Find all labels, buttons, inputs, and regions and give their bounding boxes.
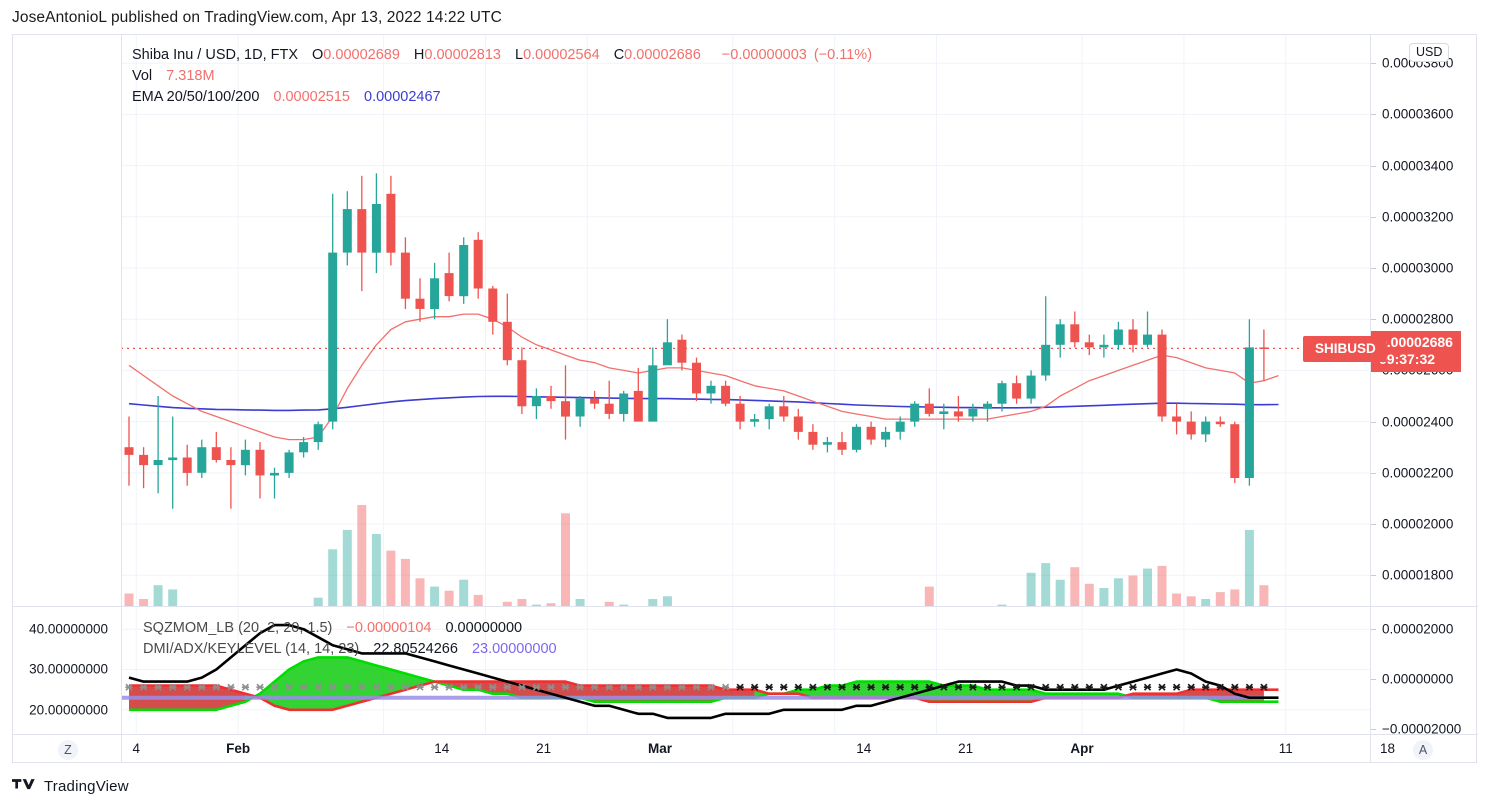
legend-row-symbol[interactable]: Shiba Inu / USD, 1D, FTX O 0.00002689 H … bbox=[132, 45, 872, 66]
left-scale-divider bbox=[121, 35, 122, 606]
price-candles-svg bbox=[121, 35, 1370, 606]
legend-ema-label: EMA 20/50/100/200 bbox=[132, 89, 260, 105]
price-axis-right[interactable]: 0.00003800 0.00003600 0.00003400 0.00003200… bbox=[1371, 35, 1478, 606]
price-axis-tick: 0.00003400 bbox=[1382, 158, 1454, 174]
legend-volume-value: 7.318M bbox=[166, 68, 215, 84]
bar-countdown: 09:37:32 bbox=[1379, 351, 1436, 368]
indicator-left-tick: 20.00000000 bbox=[29, 702, 108, 718]
price-axis-tickmark bbox=[1371, 421, 1376, 423]
legend-low-value: 0.00002564 bbox=[523, 47, 600, 63]
price-axis-tickmark bbox=[1371, 114, 1376, 116]
time-axis-label: 21 bbox=[958, 741, 974, 756]
indicator-right-tickmark bbox=[1371, 629, 1376, 630]
indicator-right-tick: −0.00002000 bbox=[1382, 721, 1462, 737]
price-axis-tickmark bbox=[1371, 268, 1376, 269]
indicator-right-tickmark bbox=[1371, 729, 1376, 730]
legend-close-label: C bbox=[613, 47, 625, 63]
time-axis-label: Feb bbox=[226, 741, 251, 756]
indicator-right-divider bbox=[1370, 607, 1371, 734]
indicator-right-tickmark bbox=[1371, 679, 1376, 680]
timezone-button[interactable]: Z bbox=[58, 740, 78, 760]
current-price-value: 0.00002686 bbox=[1379, 334, 1453, 351]
price-axis-tick: 0.00002000 bbox=[1382, 516, 1454, 532]
chart-frame: Shiba Inu / USD, 1D, FTX O 0.00002689 H … bbox=[12, 34, 1478, 763]
time-axis-label: 14 bbox=[434, 741, 450, 756]
legend-open-label: O bbox=[312, 47, 324, 63]
currency-badge[interactable]: USD bbox=[1409, 43, 1450, 62]
price-axis-tick: 0.00002200 bbox=[1382, 465, 1454, 481]
price-axis-tickmark bbox=[1371, 319, 1376, 321]
legend-ema-value-1: 0.00002515 bbox=[273, 89, 350, 105]
symbol-price-tag: SHIBUSD bbox=[1303, 336, 1386, 363]
publisher-line: JoseAntonioL published on TradingView.co… bbox=[12, 9, 502, 26]
time-axis-label: 4 bbox=[132, 741, 141, 756]
time-axis-label: 18 bbox=[1380, 741, 1396, 756]
current-price-tag: 0.00002686 09:37:32 bbox=[1371, 331, 1461, 373]
sqzmom-value-2: 0.00000000 bbox=[445, 620, 523, 636]
time-right-divider bbox=[1370, 735, 1371, 763]
time-left-divider bbox=[121, 735, 122, 763]
price-axis-tick: 0.00002400 bbox=[1382, 414, 1454, 430]
legend-row-sqzmom[interactable]: SQZMOM_LB (20, 2, 20, 1.5) −0.00000104 0… bbox=[143, 618, 557, 639]
time-axis-label: Apr bbox=[1070, 741, 1094, 756]
price-axis-tickmark bbox=[1371, 472, 1376, 474]
indicator-right-tick: 0.00000000 bbox=[1382, 671, 1454, 687]
indicator-svg bbox=[121, 607, 1370, 734]
time-axis-label: Mar bbox=[648, 741, 673, 756]
legend-row-ema[interactable]: EMA 20/50/100/200 0.00002515 0.00002467 bbox=[132, 87, 872, 108]
legend-row-volume[interactable]: Vol 7.318M bbox=[132, 66, 872, 87]
time-axis-label: 14 bbox=[856, 741, 872, 756]
tradingview-logo-icon bbox=[12, 779, 35, 790]
price-axis-tickmark bbox=[1371, 524, 1376, 526]
time-axis-divider bbox=[13, 734, 1478, 735]
auto-scale-button[interactable]: A bbox=[1413, 740, 1433, 760]
indicator-right-tick: 0.00002000 bbox=[1382, 621, 1454, 637]
price-axis-tick: 0.00002800 bbox=[1382, 311, 1454, 327]
price-axis-tick: 0.00001800 bbox=[1382, 567, 1454, 583]
indicator-plot-area[interactable] bbox=[121, 607, 1370, 734]
indicator-left-tick: 40.00000000 bbox=[29, 621, 108, 637]
legend-high-value: 0.00002813 bbox=[424, 47, 501, 63]
dmi-label: DMI/ADX/KEYLEVEL (14, 14, 23) bbox=[143, 641, 360, 657]
legend-change: −0.00000003 bbox=[721, 47, 807, 63]
sqzmom-label: SQZMOM_LB (20, 2, 20, 1.5) bbox=[143, 620, 333, 636]
legend-row-dmi[interactable]: DMI/ADX/KEYLEVEL (14, 14, 23) 22.8052426… bbox=[143, 639, 557, 660]
pane-divider[interactable] bbox=[13, 606, 1478, 607]
time-axis-label: 11 bbox=[1278, 741, 1293, 756]
legend-change-pct: (−0.11%) bbox=[813, 47, 873, 63]
footer: TradingView bbox=[12, 778, 129, 795]
legend-open-value: 0.00002689 bbox=[323, 47, 400, 63]
legend-volume-label: Vol bbox=[132, 68, 153, 84]
price-axis-tick: 0.00003600 bbox=[1382, 106, 1454, 122]
time-axis[interactable]: 4 Feb 14 21 Mar 14 21 Apr 11 18 Z A bbox=[13, 735, 1478, 763]
price-axis-tickmark bbox=[1371, 63, 1376, 65]
indicator-left-tick: 30.00000000 bbox=[29, 661, 108, 677]
price-axis-tick: 0.00003200 bbox=[1382, 209, 1454, 225]
legend-low-label: L bbox=[515, 47, 524, 63]
indicator-pane: SQZMOM_LB (20, 2, 20, 1.5) −0.00000104 0… bbox=[13, 607, 1478, 737]
sqzmom-value-1: −0.00000104 bbox=[346, 620, 432, 636]
legend-ema-value-2: 0.00002467 bbox=[364, 89, 441, 105]
price-axis-tickmark bbox=[1371, 165, 1376, 167]
legend-symbol: Shiba Inu / USD, 1D, FTX bbox=[132, 47, 299, 63]
indicator-left-divider bbox=[121, 607, 122, 734]
price-pane: Shiba Inu / USD, 1D, FTX O 0.00002689 H … bbox=[13, 35, 1478, 606]
chart-legend: Shiba Inu / USD, 1D, FTX O 0.00002689 H … bbox=[132, 45, 872, 108]
right-scale-divider bbox=[1370, 35, 1371, 606]
indicator-legend: SQZMOM_LB (20, 2, 20, 1.5) −0.00000104 0… bbox=[143, 618, 557, 660]
indicator-axis-left[interactable]: 40.00000000 30.00000000 20.00000000 bbox=[13, 607, 120, 734]
price-axis-tickmark bbox=[1371, 575, 1376, 577]
dmi-value-2: 23.00000000 bbox=[471, 641, 557, 657]
tradingview-brand: TradingView bbox=[44, 778, 129, 795]
time-axis-label: 21 bbox=[536, 741, 552, 756]
legend-close-value: 0.00002686 bbox=[624, 47, 701, 63]
price-axis-tickmark bbox=[1371, 216, 1376, 218]
price-axis-tick: 0.00003000 bbox=[1382, 260, 1454, 276]
legend-high-label: H bbox=[413, 47, 425, 63]
dmi-value-1: 22.80524266 bbox=[373, 641, 458, 657]
price-plot-area[interactable] bbox=[121, 35, 1370, 606]
indicator-axis-right[interactable]: 0.00002000 0.00000000 −0.00002000 bbox=[1371, 607, 1478, 737]
